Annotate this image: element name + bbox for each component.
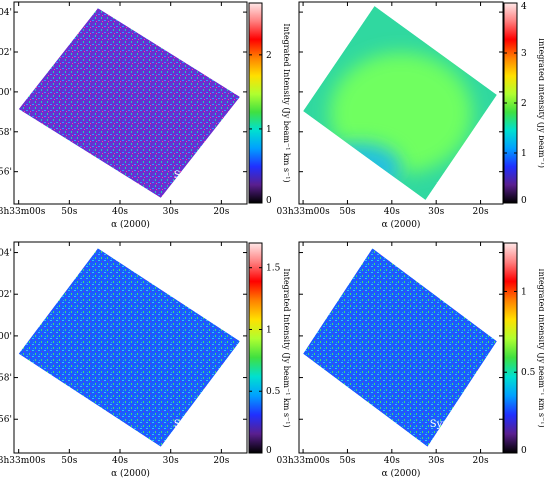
beam-label: Synthesized (174, 419, 236, 430)
colorbar-tick-label: 1 (266, 325, 272, 335)
x-tick-label: 30s (428, 207, 444, 217)
beam-ellipse (471, 435, 475, 437)
x-tick-label: 20s (473, 207, 489, 217)
beam-label: Herschel (445, 170, 491, 181)
colorbar-tick-label: 0.5 (521, 368, 536, 378)
colorbar-tick-label: 2 (521, 99, 527, 109)
beam-label: Beam (436, 431, 465, 442)
colorbar-tick-label: 0 (521, 446, 527, 456)
x-tick-label: 50s (61, 207, 77, 217)
x-tick-label: 40s (384, 207, 400, 217)
map-base (18, 8, 240, 198)
x-tick-label: 30s (428, 456, 444, 466)
dust-ridge (329, 52, 473, 174)
beam-label: Synthesized (430, 419, 492, 430)
colorbar-tick-label: 0 (521, 196, 527, 206)
map-base (18, 248, 240, 447)
beam-ellipse (215, 186, 219, 188)
x-tick-label: 03h33m00s (276, 207, 330, 217)
beam-label: Beam (180, 182, 209, 193)
panel-3: 03h33m00s 50s 40s 30s 20s α (2000) 04' 02' 31°00… (0, 241, 248, 479)
colorbar-gradient (248, 2, 263, 204)
plot-frame (298, 1, 504, 205)
y-tick-label: 58' (0, 374, 12, 384)
y-tick-label: 30°56' (0, 168, 12, 178)
beam-ellipse (470, 184, 476, 190)
plot-frame (13, 241, 248, 454)
plot-frame (298, 241, 504, 454)
plot-frame (13, 1, 248, 205)
colorbar-label: Integrated Intensity (Jy beam⁻¹) (537, 38, 544, 168)
colorbar-label: Integrated Intensity (Jy beam⁻¹ km s⁻¹) (537, 268, 544, 427)
x-axis-label: α (2000) (382, 219, 421, 230)
y-tick-label: 30°56' (0, 415, 12, 425)
colorbar-tick-label: 0 (266, 446, 272, 456)
colorbar-tick-label: 2 (266, 51, 272, 61)
map-image (18, 248, 240, 447)
x-tick-label: 20s (213, 207, 229, 217)
beam-label: Beam (180, 431, 209, 442)
colorbar-tick-label: 1.5 (266, 264, 281, 274)
y-tick-label: 58' (0, 128, 12, 138)
colorbar: 0 1 2 3 4 Integrated Intensity (Jy beam⁻¹) (503, 2, 544, 206)
beam-label: Synthesized (174, 170, 236, 181)
x-tick-label: 50s (339, 207, 355, 217)
colorbar-tick-label: 1 (266, 125, 272, 135)
x-tick-label: 20s (213, 456, 229, 466)
colorbar-tick-label: 4 (521, 2, 527, 12)
panel-1: 03h33m00s 50s 40s 30s 20s α (2000) 04' 02' 31°00… (0, 1, 248, 230)
map-image (18, 8, 240, 198)
colorbar-tick-label: 1 (521, 149, 527, 159)
x-axis-label: α (2000) (111, 219, 150, 230)
beam-ellipse (215, 435, 219, 437)
x-axis-label: α (2000) (111, 468, 150, 479)
x-tick-label: 03h33m00s (0, 456, 46, 466)
y-tick-label: 31°00' (0, 332, 12, 342)
colorbar-label: Integrated Intensity (Jy beam⁻¹ km s⁻¹) (282, 268, 291, 427)
x-tick-label: 30s (163, 207, 179, 217)
x-tick-label: 50s (339, 456, 355, 466)
colorbar: 0 0.5 1 1.5 Integrated Intensity (Jy beam⁻¹ … (248, 242, 291, 456)
colorbar: 0 0.5 1 Integrated Intensity (Jy beam⁻¹ km … (503, 242, 544, 456)
colorbar-tick-label: 0.5 (266, 387, 281, 397)
x-tick-label: 20s (473, 456, 489, 466)
colorbar-gradient (248, 242, 263, 454)
colorbar: 0 1 2 Integrated Intensity (Jy beam⁻¹ km s⁻… (248, 2, 291, 206)
panel-title: HCO+ (457, 247, 497, 261)
map-image (303, 6, 497, 200)
x-tick-label: 40s (112, 456, 128, 466)
x-axis-label: α (2000) (382, 468, 421, 479)
colorbar-tick-label: 1 (521, 287, 527, 297)
panel-4: 03h33m00s 50s 40s 30s 20s α (2000) HCO+ Synthes… (276, 241, 504, 479)
y-tick-label: 04' (0, 8, 12, 18)
colorbar-tick-label: 3 (521, 49, 527, 59)
panel-title: HCN (211, 247, 241, 261)
panel-title: N2H+ (202, 7, 241, 21)
map-base (303, 248, 497, 447)
panel-2: 03h33m00s 50s 40s 30s 20s α (2000) 250 μm Hersc… (276, 1, 504, 230)
colorbar-label: Integrated Intensity (Jy beam⁻¹ km s⁻¹) (282, 23, 291, 182)
x-tick-label: 50s (61, 456, 77, 466)
x-tick-label: 03h33m00s (276, 456, 330, 466)
x-tick-label: 40s (112, 207, 128, 217)
y-tick-label: 02' (0, 290, 12, 300)
y-tick-label: 31°00' (0, 88, 12, 98)
colorbar-gradient (503, 242, 518, 454)
panel-title: 250 μm (451, 7, 498, 21)
x-tick-label: 30s (163, 456, 179, 466)
y-tick-label: 04' (0, 249, 12, 259)
x-tick-label: 40s (384, 456, 400, 466)
x-tick-label: 03h33m00s (0, 207, 46, 217)
map-image (303, 248, 497, 447)
y-tick-label: 02' (0, 48, 12, 58)
beam-label: Beam (436, 182, 465, 193)
colorbar-tick-label: 0 (266, 196, 272, 206)
